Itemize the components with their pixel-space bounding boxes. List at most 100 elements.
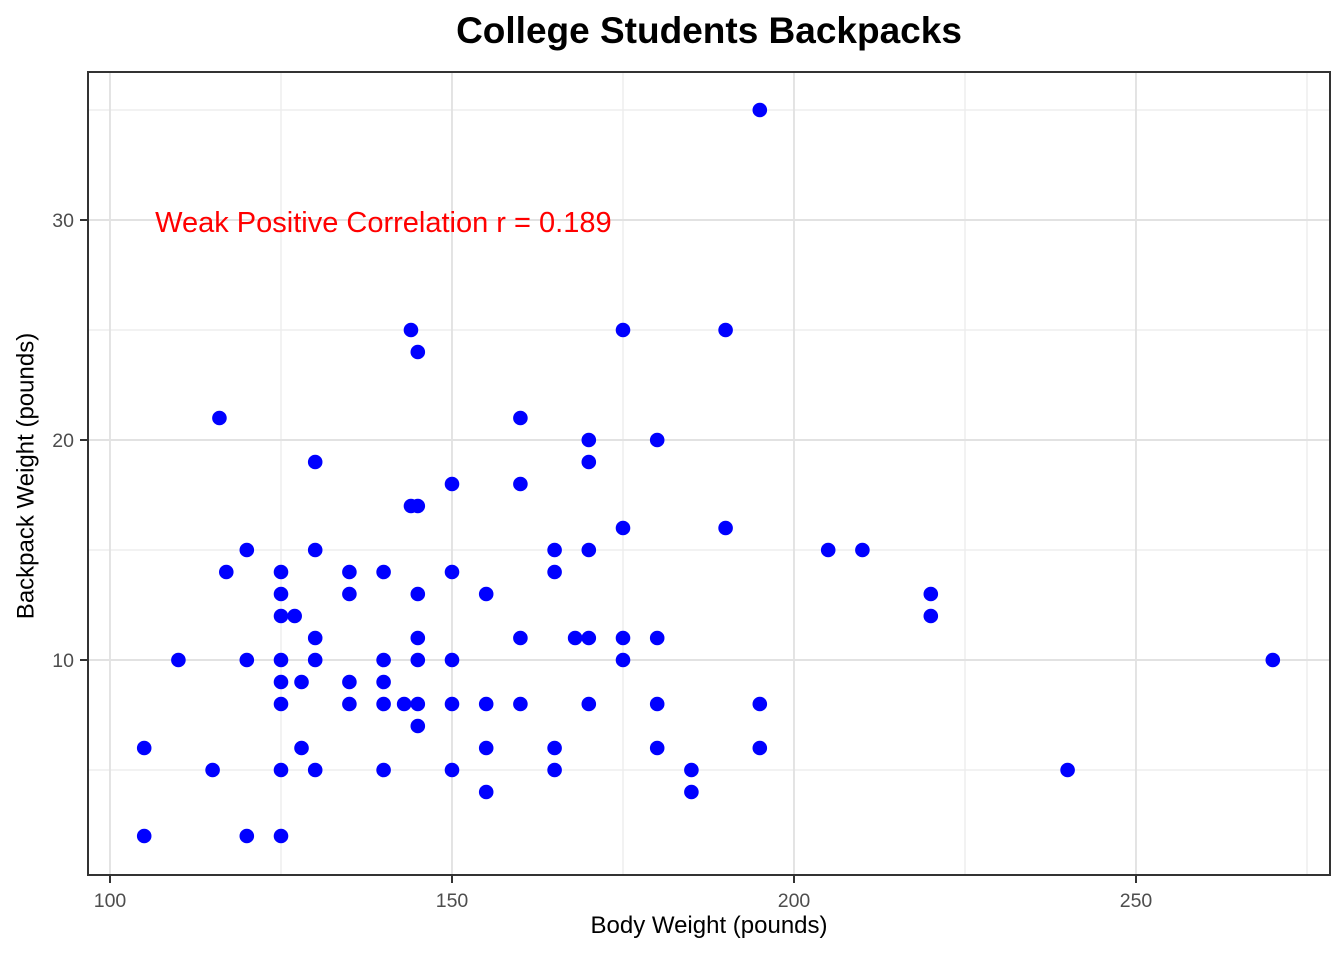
data-point <box>273 586 289 602</box>
data-point <box>205 762 220 778</box>
data-point <box>581 432 597 448</box>
data-point <box>923 608 939 624</box>
data-point <box>273 762 289 778</box>
data-point <box>403 322 419 338</box>
data-point <box>1265 652 1281 668</box>
data-point <box>218 564 234 580</box>
data-point <box>342 564 357 580</box>
data-point <box>376 762 391 778</box>
data-point <box>649 740 665 756</box>
data-point <box>478 696 494 712</box>
data-point <box>615 630 631 646</box>
x-tick-label: 250 <box>1120 890 1153 912</box>
data-point <box>547 564 562 580</box>
data-point <box>342 696 357 712</box>
data-point <box>410 652 426 668</box>
data-point <box>307 454 323 470</box>
data-point <box>581 696 597 712</box>
data-point <box>136 740 152 756</box>
data-point <box>513 410 528 426</box>
data-point <box>547 762 562 778</box>
data-point <box>171 652 186 668</box>
data-point <box>478 740 494 756</box>
data-point <box>615 520 631 536</box>
data-point <box>567 630 583 646</box>
data-point <box>376 696 391 712</box>
data-point <box>307 762 323 778</box>
data-point <box>684 762 699 778</box>
x-axis-title: Body Weight (pounds) <box>590 912 828 939</box>
data-point <box>294 674 309 690</box>
data-point <box>410 586 426 602</box>
data-point <box>273 608 289 624</box>
data-point <box>136 828 152 844</box>
data-point <box>752 102 768 118</box>
data-point <box>513 630 528 646</box>
plot-panel <box>88 72 1330 875</box>
data-point <box>615 652 631 668</box>
data-point <box>581 454 597 470</box>
data-point <box>410 696 426 712</box>
data-point <box>444 696 460 712</box>
data-point <box>410 344 426 360</box>
data-point <box>376 652 391 668</box>
data-point <box>684 784 699 800</box>
data-point <box>855 542 870 558</box>
data-point <box>649 432 665 448</box>
data-point <box>376 564 391 580</box>
data-point <box>287 608 302 624</box>
x-tick-label: 150 <box>436 890 469 912</box>
data-point <box>239 828 255 844</box>
x-tick-label: 200 <box>778 890 811 912</box>
data-point <box>212 410 227 426</box>
data-point <box>478 784 494 800</box>
data-point <box>581 542 597 558</box>
data-point <box>581 630 597 646</box>
data-point <box>410 718 426 734</box>
data-point <box>752 696 768 712</box>
annotation-text: Weak Positive Correlation r = 0.189 <box>155 207 611 239</box>
panel-border <box>87 71 1331 876</box>
data-point <box>718 520 733 536</box>
y-axis-title: Backpack Weight (pounds) <box>12 332 40 620</box>
y-tick-label: 10 <box>52 650 74 672</box>
data-point <box>444 476 460 492</box>
data-point <box>1060 762 1075 778</box>
y-tick-label: 30 <box>52 210 74 232</box>
data-point <box>513 696 528 712</box>
data-point <box>273 828 289 844</box>
data-point <box>478 586 494 602</box>
y-tick-label: 20 <box>52 430 74 452</box>
data-point <box>239 542 255 558</box>
data-point <box>649 696 665 712</box>
data-point <box>307 542 323 558</box>
data-point <box>547 542 562 558</box>
data-point <box>444 762 460 778</box>
data-point <box>294 740 309 756</box>
data-point <box>273 564 289 580</box>
data-point <box>410 630 426 646</box>
data-point <box>444 564 460 580</box>
data-point <box>273 652 289 668</box>
data-point <box>239 652 255 668</box>
data-point <box>396 696 412 712</box>
chart-title: College Students Backpacks <box>456 10 962 51</box>
data-point <box>923 586 939 602</box>
data-point <box>273 674 289 690</box>
data-point <box>410 498 426 514</box>
data-point <box>513 476 528 492</box>
data-point <box>615 322 631 338</box>
data-point <box>444 652 460 668</box>
data-point <box>649 630 665 646</box>
x-tick-label: 100 <box>94 890 127 912</box>
data-point <box>307 652 323 668</box>
data-point <box>752 740 768 756</box>
data-point <box>820 542 836 558</box>
data-point <box>273 696 289 712</box>
data-point <box>307 630 323 646</box>
data-point <box>376 674 391 690</box>
data-point <box>718 322 733 338</box>
data-point <box>342 674 357 690</box>
data-point <box>342 586 357 602</box>
